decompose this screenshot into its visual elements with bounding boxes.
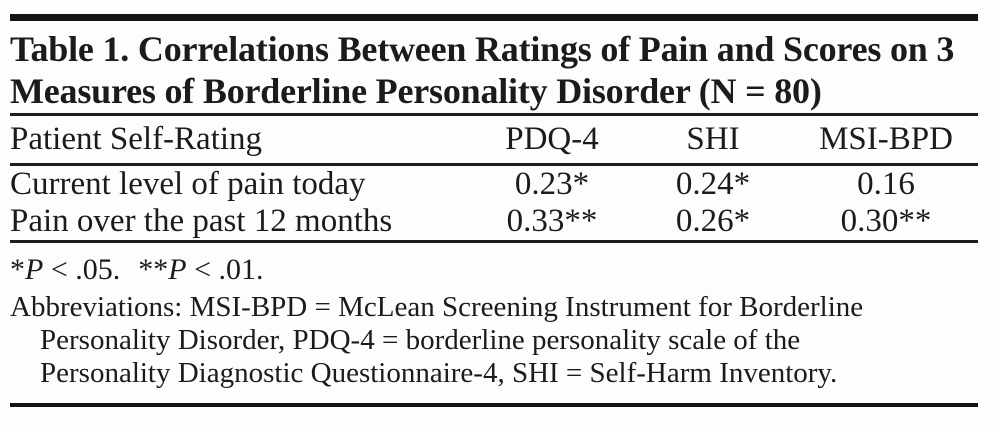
table-row: Current level of pain today 0.23* 0.24* … [10,166,978,203]
row-label-current-pain: Current level of pain today [10,166,366,202]
asterisk-marker: * [10,253,25,286]
p-value-symbol: P [168,253,187,286]
bottom-thick-rule [10,403,978,407]
table-footnotes: *P < .05. **P < .01. Abbreviations: MSI-B… [10,254,978,390]
significance-threshold: < .05. [43,253,121,286]
p-value-symbol: P [25,253,44,286]
significance-threshold: < .01. [186,253,264,286]
column-header-shi: SHI [686,121,740,157]
row-label-pain-12-months: Pain over the past 12 months [10,203,393,239]
top-thick-rule [10,14,978,21]
cell-value: 0.24* [675,166,751,202]
rule-below-title [10,113,978,116]
rule-below-header [10,163,978,166]
column-header-msibpd: MSI-BPD [819,121,953,157]
abbreviations-note: Abbreviations: MSI-BPD = McLean Screenin… [10,291,978,390]
table-title-line-1: Table 1. Correlations Between Ratings of… [10,29,955,69]
cell-value: 0.30** [840,203,932,239]
asterisk-marker: ** [138,253,169,286]
abbreviations-line-3: Personality Diagnostic Questionnaire-4, … [40,357,838,389]
cell-value: 0.16 [857,166,915,202]
cell-value: 0.33** [506,203,598,239]
table-header-row: Patient Self-Rating PDQ-4 SHI MSI-BPD [10,116,978,163]
abbreviations-line-2: Personality Disorder, PDQ-4 = borderline… [40,324,801,356]
cell-value: 0.26* [675,203,751,239]
abbreviations-line-1: Abbreviations: MSI-BPD = McLean Screenin… [10,291,864,323]
column-header-pdq4: PDQ-4 [505,121,599,157]
table-row: Pain over the past 12 months 0.33** 0.26… [10,203,978,240]
column-header-patient-self-rating: Patient Self-Rating [10,121,263,157]
table-title: Table 1. Correlations Between Ratings of… [10,28,978,112]
cell-value: 0.23* [514,166,590,202]
significance-note: *P < .05. **P < .01. [10,254,978,286]
rule-below-body [10,240,978,243]
table-title-line-2: Measures of Borderline Personality Disor… [10,71,822,111]
